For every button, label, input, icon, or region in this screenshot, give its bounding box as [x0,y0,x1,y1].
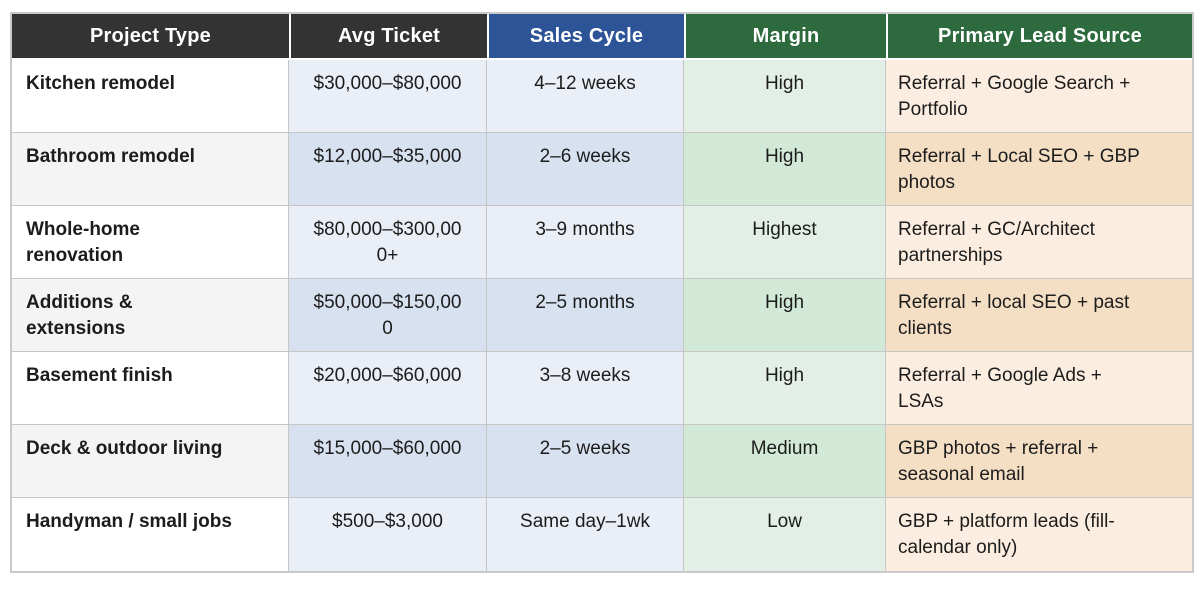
cell-text: 2–5 months [535,292,635,313]
cell-text: Whole-home renovation [26,219,140,266]
table-row: Kitchen remodel $30,000–$80,000 4–12 wee… [12,60,1192,133]
cell-project-type: Handyman / small jobs [12,498,289,571]
cell-text: Deck & outdoor living [26,438,223,459]
table-row: Bathroom remodel $12,000–$35,000 2–6 wee… [12,133,1192,206]
cell-sales-cycle: 2–6 weeks [487,133,684,206]
cell-text: Referral + local SEO + past clients [898,292,1130,339]
cell-margin: High [684,279,886,352]
cell-text: Highest [752,219,817,240]
cell-text: Referral + Local SEO + GBP photos [898,146,1140,193]
cell-text: $20,000–$60,000 [313,365,462,386]
cell-text: Referral + Google Ads + LSAs [898,365,1102,412]
cell-avg-ticket: $15,000–$60,000 [289,425,487,498]
table-row: Basement finish $20,000–$60,000 3–8 week… [12,352,1192,425]
cell-sales-cycle: 3–9 months [487,206,684,279]
column-header-margin: Margin [684,14,886,60]
cell-project-type: Whole-home renovation [12,206,289,279]
cell-avg-ticket: $500–$3,000 [289,498,487,571]
table-row: Handyman / small jobs $500–$3,000 Same d… [12,498,1192,571]
cell-primary-lead-source: Referral + local SEO + past clients [886,279,1192,352]
cell-text: 3–9 months [535,219,635,240]
cell-sales-cycle: 4–12 weeks [487,60,684,133]
cell-sales-cycle: Same day–1wk [487,498,684,571]
cell-text: $50,000–$150,000 [313,292,462,339]
cell-primary-lead-source: GBP photos + referral + seasonal email [886,425,1192,498]
cell-text: Kitchen remodel [26,73,175,94]
cell-text: Additions & extensions [26,292,133,339]
cell-project-type: Deck & outdoor living [12,425,289,498]
table-row: Additions & extensions $50,000–$150,000 … [12,279,1192,352]
cell-primary-lead-source: Referral + Local SEO + GBP photos [886,133,1192,206]
column-header-project-type: Project Type [12,14,289,60]
cell-text: High [764,146,805,167]
cell-margin: High [684,352,886,425]
cell-project-type: Basement finish [12,352,289,425]
cell-margin: Medium [684,425,886,498]
cell-project-type: Kitchen remodel [12,60,289,133]
cell-text: Handyman / small jobs [26,511,232,532]
cell-project-type: Bathroom remodel [12,133,289,206]
cell-text: $15,000–$60,000 [313,438,462,459]
cell-sales-cycle: 2–5 weeks [487,425,684,498]
cell-text: Bathroom remodel [26,146,195,167]
cell-sales-cycle: 3–8 weeks [487,352,684,425]
cell-project-type: Additions & extensions [12,279,289,352]
cell-text: $30,000–$80,000 [313,73,462,94]
cell-margin: High [684,133,886,206]
cell-primary-lead-source: Referral + GC/Architect partnerships [886,206,1192,279]
cell-text: 2–6 weeks [539,146,631,167]
cell-text: Basement finish [26,365,173,386]
cell-text: 2–5 weeks [539,438,631,459]
cell-margin: High [684,60,886,133]
cell-text: $80,000–$300,000+ [313,219,462,266]
cell-text: High [764,292,805,313]
cell-text: 3–8 weeks [539,365,631,386]
cell-text: Referral + GC/Architect partnerships [898,219,1095,266]
cell-margin: Low [684,498,886,571]
cell-text: Referral + Google Search + Portfolio [898,73,1131,120]
cell-text: GBP + platform leads (fill-calendar only… [898,511,1115,558]
cell-avg-ticket: $50,000–$150,000 [289,279,487,352]
cell-text: Same day–1wk [520,511,650,532]
table-header-row: Project Type Avg Ticket Sales Cycle Marg… [12,14,1192,60]
table-row: Deck & outdoor living $15,000–$60,000 2–… [12,425,1192,498]
cell-primary-lead-source: GBP + platform leads (fill-calendar only… [886,498,1192,571]
project-types-table-container: Project Type Avg Ticket Sales Cycle Marg… [10,12,1194,573]
cell-text: $12,000–$35,000 [313,146,462,167]
cell-text: 4–12 weeks [534,73,636,94]
cell-avg-ticket: $30,000–$80,000 [289,60,487,133]
cell-primary-lead-source: Referral + Google Ads + LSAs [886,352,1192,425]
cell-text: High [764,73,805,94]
cell-sales-cycle: 2–5 months [487,279,684,352]
table-row: Whole-home renovation $80,000–$300,000+ … [12,206,1192,279]
cell-text: High [764,365,805,386]
cell-text: Low [767,511,802,532]
column-header-avg-ticket: Avg Ticket [289,14,487,60]
cell-text: Medium [750,438,819,459]
column-header-primary-lead-source: Primary Lead Source [886,14,1192,60]
project-types-table: Project Type Avg Ticket Sales Cycle Marg… [10,12,1194,573]
column-header-sales-cycle: Sales Cycle [487,14,684,60]
cell-avg-ticket: $20,000–$60,000 [289,352,487,425]
cell-primary-lead-source: Referral + Google Search + Portfolio [886,60,1192,133]
cell-text: $500–$3,000 [332,511,443,532]
table-body: Kitchen remodel $30,000–$80,000 4–12 wee… [12,60,1192,571]
cell-margin: Highest [684,206,886,279]
cell-avg-ticket: $80,000–$300,000+ [289,206,487,279]
cell-text: GBP photos + referral + seasonal email [898,438,1099,485]
cell-avg-ticket: $12,000–$35,000 [289,133,487,206]
